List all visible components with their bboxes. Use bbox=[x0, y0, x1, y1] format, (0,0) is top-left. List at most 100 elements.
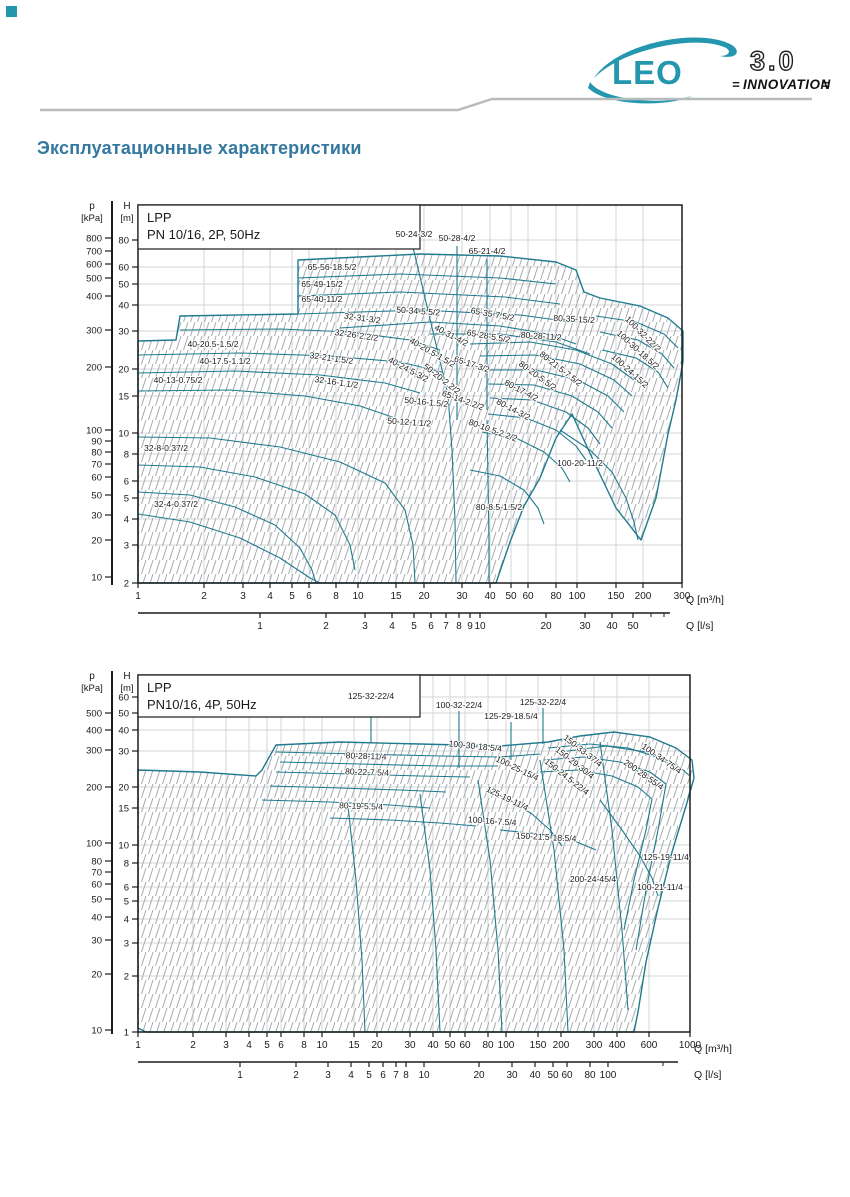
pump-curve bbox=[297, 291, 561, 305]
q-tick-label: 8 bbox=[301, 1040, 307, 1051]
pump-curve bbox=[539, 759, 569, 1033]
pump-curve bbox=[329, 817, 477, 827]
p-tick-label: 50 bbox=[91, 895, 102, 906]
pump-curve bbox=[137, 491, 317, 584]
h-tick-label: 20 bbox=[118, 365, 129, 376]
h-tick-label: 1 bbox=[124, 1028, 129, 1039]
q-tick-label: 5 bbox=[264, 1040, 270, 1051]
logo-text: LEO bbox=[612, 54, 683, 91]
pump-curve bbox=[137, 370, 421, 394]
legend-series-spec: PN10/16, 4P, 50Hz bbox=[147, 697, 257, 712]
legend-box bbox=[137, 674, 421, 718]
ls-tick-label: 8 bbox=[456, 621, 462, 632]
pump-curve bbox=[499, 829, 597, 851]
q-tick-label: 60 bbox=[522, 591, 534, 602]
curve-label: 65-49-15/2 bbox=[301, 279, 343, 289]
p-tick-label: 80 bbox=[91, 448, 102, 459]
pump-curve bbox=[261, 799, 431, 809]
ls-tick-label: 7 bbox=[443, 621, 449, 632]
p-tick-label: 300 bbox=[86, 326, 102, 337]
h-tick-label: 30 bbox=[118, 747, 129, 758]
pump-curve bbox=[137, 464, 356, 571]
q-tick-label: 10 bbox=[352, 591, 364, 602]
curve-label: 100-32-22/4 bbox=[436, 700, 483, 710]
q-tick-label: 20 bbox=[371, 1040, 383, 1051]
q-tick-label: 100 bbox=[569, 591, 586, 602]
ls-tick-label: 4 bbox=[348, 1070, 354, 1081]
curve-label: 80-8.5-1.5/2 bbox=[476, 502, 523, 512]
page-title: Эксплуатационные характеристики bbox=[37, 138, 362, 158]
p-tick-label: 10 bbox=[91, 1026, 102, 1037]
ls-tick-label: 50 bbox=[627, 621, 639, 632]
q-tick-label: 300 bbox=[586, 1040, 603, 1051]
pump-curve bbox=[486, 419, 490, 583]
pump-curve bbox=[430, 333, 591, 355]
p-tick-label: 400 bbox=[86, 726, 102, 737]
ls-tick-label: 4 bbox=[389, 621, 395, 632]
q-tick-label: 2 bbox=[190, 1040, 196, 1051]
pump-curve bbox=[469, 469, 545, 525]
q-tick-label: 10 bbox=[316, 1040, 328, 1051]
q-tick-label: 1 bbox=[135, 1040, 141, 1051]
q-tick-label: 400 bbox=[609, 1040, 626, 1051]
pump-curve bbox=[479, 354, 633, 397]
ls-tick-label: 30 bbox=[506, 1070, 518, 1081]
p-tick-label: 20 bbox=[91, 970, 102, 981]
h-tick-label: 6 bbox=[124, 477, 129, 488]
ls-tick-label: 6 bbox=[380, 1070, 386, 1081]
curve-label: 80-28-11/2 bbox=[520, 330, 562, 343]
p-tick-label: 40 bbox=[91, 913, 102, 924]
p-tick-label: 30 bbox=[91, 511, 102, 522]
p-tick-label: 20 bbox=[91, 536, 102, 547]
q-tick-label: 150 bbox=[530, 1040, 547, 1051]
ls-tick-label: 3 bbox=[362, 621, 368, 632]
h-tick-label: 5 bbox=[124, 494, 129, 505]
legend-box bbox=[137, 204, 421, 250]
p-tick-label: 600 bbox=[86, 260, 102, 271]
q-tick-label: 40 bbox=[427, 1040, 439, 1051]
ls-tick-label: 40 bbox=[606, 621, 618, 632]
pump-curve bbox=[635, 783, 667, 951]
q-tick-label: 4 bbox=[267, 591, 273, 602]
pump-curve bbox=[489, 397, 601, 445]
logo-tagline-flank-right: = bbox=[822, 77, 830, 92]
ls-tick-label: 10 bbox=[474, 621, 486, 632]
curve-label: 50-12-1.1/2 bbox=[387, 415, 432, 428]
legend-series-spec: PN 10/16, 2P, 50Hz bbox=[147, 227, 260, 242]
corner-accent-mark bbox=[6, 6, 17, 17]
ls-tick-label: 20 bbox=[540, 621, 552, 632]
h-tick-label: 15 bbox=[118, 392, 129, 403]
pump-curve bbox=[487, 383, 613, 429]
header-divider bbox=[40, 97, 812, 112]
pump-curve bbox=[469, 341, 635, 381]
pump-curve bbox=[179, 328, 441, 351]
q-tick-label: 50 bbox=[505, 591, 517, 602]
h-tick-label: 2 bbox=[124, 972, 129, 983]
p-tick-label: 200 bbox=[86, 363, 102, 374]
ls-tick-label: 20 bbox=[473, 1070, 485, 1081]
p-tick-label: 200 bbox=[86, 783, 102, 794]
q-tick-label: 5 bbox=[289, 591, 295, 602]
curve-label: 50-28-4/2 bbox=[439, 233, 476, 243]
h-axis-unit: [m] bbox=[120, 683, 133, 694]
ls-tick-label: 10 bbox=[418, 1070, 430, 1081]
pump-chart-4p-50hz: LPP PN10/16, 4P, 50Hz p[kPa] 500 400 300 200 10… bbox=[81, 671, 732, 1081]
ls-tick-label: 7 bbox=[393, 1070, 399, 1081]
q-tick-label: 50 bbox=[444, 1040, 456, 1051]
h-tick-label: 60 bbox=[118, 693, 129, 704]
pump-curve bbox=[543, 756, 667, 785]
p-tick-label: 50 bbox=[91, 491, 102, 502]
q-tick-label: 3 bbox=[240, 591, 246, 602]
h-tick-label: 10 bbox=[118, 841, 129, 852]
ls-tick-label: 6 bbox=[428, 621, 434, 632]
pump-curve bbox=[297, 309, 573, 323]
curve-label: 150-21.5-18.5/4 bbox=[516, 830, 577, 843]
q-tick-label: 1 bbox=[135, 591, 141, 602]
q-tick-label: 600 bbox=[641, 1040, 658, 1051]
ls-tick-label: 100 bbox=[600, 1070, 617, 1081]
curve-label: 125-19-11/4 bbox=[643, 852, 689, 862]
q-tick-label: 200 bbox=[635, 591, 652, 602]
h-tick-label: 40 bbox=[118, 726, 129, 737]
pump-curve bbox=[137, 352, 443, 373]
